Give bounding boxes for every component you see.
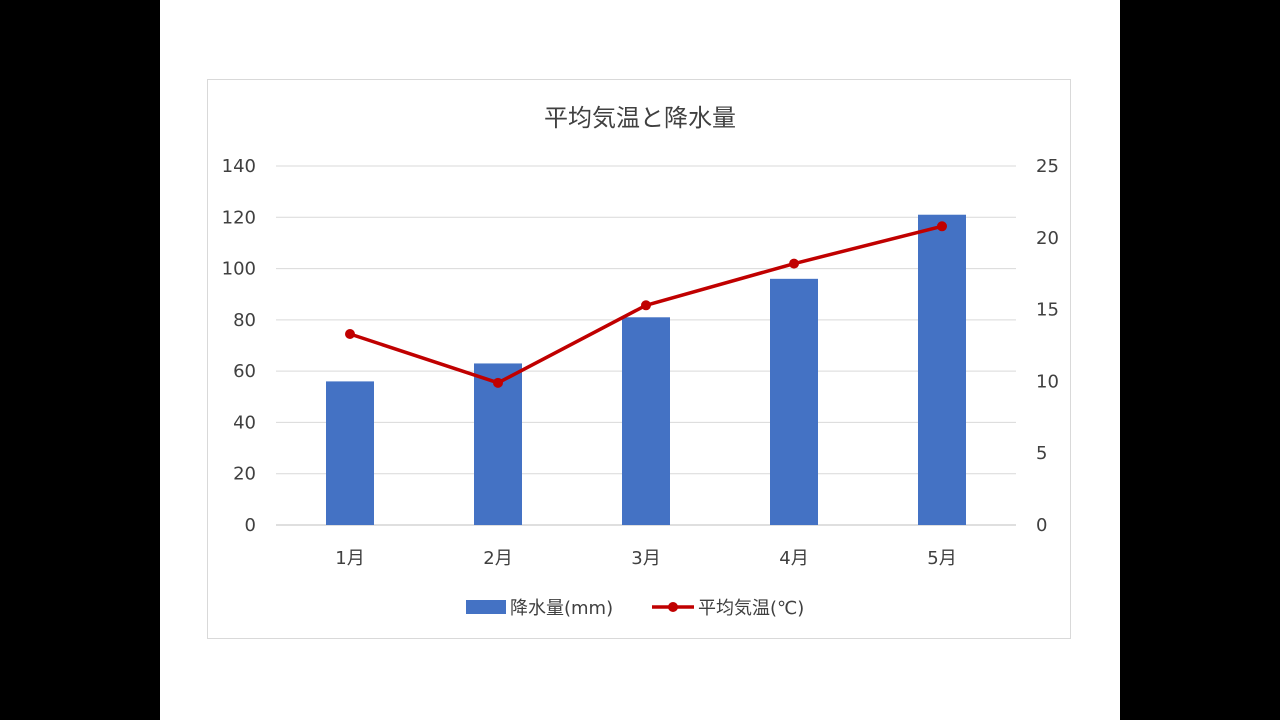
slide: 平均気温と降水量 0 20 40 60 80 100 120 140 0 5 10 15 20 25 1… [160, 0, 1120, 720]
chart-svg: 平均気温と降水量 0 20 40 60 80 100 120 140 0 5 10 15 20 25 1… [222, 104, 1059, 619]
y-left-tick-label: 0 [245, 515, 256, 536]
y-left-tick-label: 40 [233, 412, 256, 433]
x-tick-label: 2月 [483, 548, 512, 569]
x-tick-label: 5月 [927, 548, 956, 569]
temperature-point [493, 377, 503, 388]
y-left-tick-label: 60 [233, 361, 256, 382]
bar [622, 317, 670, 525]
y-right-tick-label: 10 [1036, 371, 1059, 392]
bar [770, 278, 818, 525]
legend-label-bar: 降水量(mm) [510, 598, 613, 619]
legend-label-line: 平均気温(℃) [698, 598, 804, 619]
y-right-tick-label: 15 [1036, 300, 1059, 321]
x-tick-label: 3月 [631, 548, 660, 569]
temperature-point [641, 300, 651, 311]
x-tick-label: 1月 [335, 548, 364, 569]
y-right-tick-label: 5 [1036, 443, 1047, 464]
y-right-tick-label: 0 [1036, 515, 1047, 536]
legend-swatch-bar [466, 600, 506, 614]
y-left-tick-label: 140 [222, 156, 256, 177]
chart-frame: 平均気温と降水量 0 20 40 60 80 100 120 140 0 5 10 15 20 25 1… [207, 79, 1071, 639]
y-left-tick-label: 80 [233, 310, 256, 331]
bar [474, 363, 522, 525]
legend-swatch-marker [668, 602, 678, 612]
chart-title: 平均気温と降水量 [544, 104, 736, 132]
y-left-tick-label: 120 [222, 207, 256, 228]
y-right-tick-label: 20 [1036, 228, 1059, 249]
temperature-point [345, 329, 355, 340]
y-right-tick-label: 25 [1036, 156, 1059, 177]
temperature-point [937, 221, 947, 232]
temperature-point [789, 258, 799, 269]
y-left-tick-label: 20 [233, 464, 256, 485]
bar [918, 214, 966, 525]
y-left-tick-label: 100 [222, 259, 256, 280]
x-tick-label: 4月 [779, 548, 808, 569]
bar [326, 381, 374, 525]
